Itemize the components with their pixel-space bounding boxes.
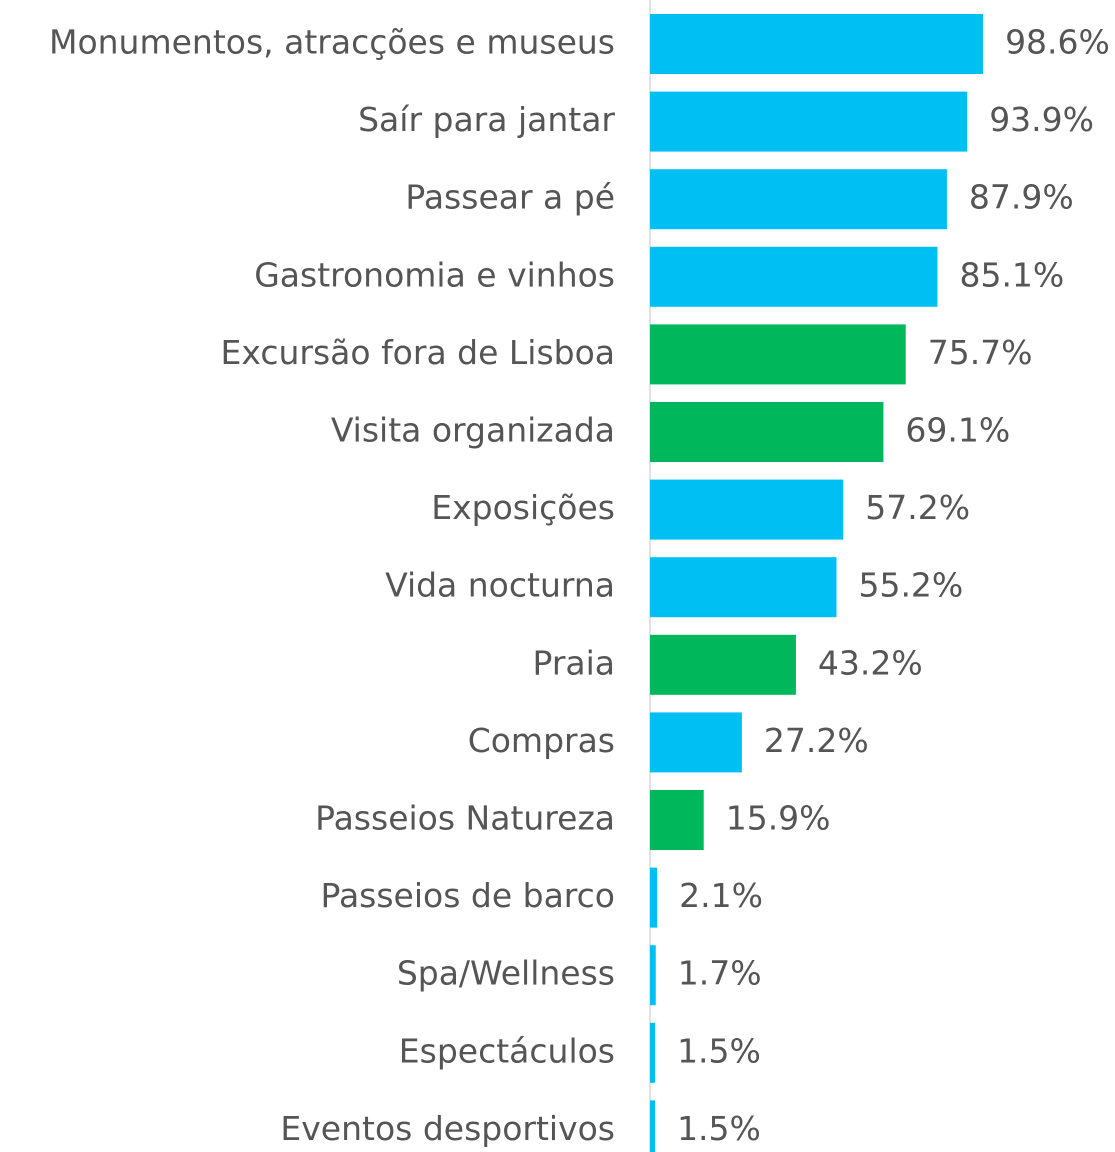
bar: [650, 1100, 656, 1152]
value-label: 98.6%: [1005, 23, 1110, 62]
bar: [650, 557, 837, 618]
bar: [650, 91, 968, 152]
bar: [650, 945, 656, 1006]
bar: [650, 246, 938, 307]
value-label: 69.1%: [905, 411, 1010, 450]
category-label: Passeios de barco: [321, 876, 615, 915]
value-label: 15.9%: [726, 799, 831, 838]
bar: [650, 1022, 656, 1083]
value-label: 1.7%: [678, 954, 762, 993]
category-label: Eventos desportivos: [280, 1109, 615, 1148]
category-label: Exposições: [431, 488, 615, 527]
bar: [650, 634, 796, 695]
category-label: Excursão fora de Lisboa: [221, 333, 615, 372]
bar: [650, 14, 984, 74]
category-label: Passear a pé: [405, 178, 615, 217]
bar: [650, 479, 844, 540]
bar: [650, 712, 742, 773]
value-label: 2.1%: [679, 876, 763, 915]
bar: [650, 790, 704, 850]
category-label: Praia: [533, 643, 616, 682]
value-label: 85.1%: [959, 255, 1064, 294]
category-label: Gastronomia e vinhos: [254, 255, 615, 294]
value-label: 55.2%: [858, 566, 963, 605]
category-label: Saír para jantar: [358, 100, 615, 139]
bar: [650, 324, 906, 385]
category-label: Compras: [468, 721, 615, 760]
value-label: 87.9%: [969, 178, 1074, 217]
bar: [650, 169, 947, 230]
category-label: Vida nocturna: [385, 566, 615, 605]
bar: [650, 867, 658, 928]
category-label: Spa/Wellness: [397, 954, 615, 993]
category-label: Espectáculos: [399, 1031, 615, 1070]
category-label: Visita organizada: [331, 411, 615, 450]
value-label: 1.5%: [677, 1109, 761, 1148]
value-label: 27.2%: [764, 721, 869, 760]
category-label: Passeios Natureza: [315, 799, 615, 838]
bar: [650, 402, 884, 462]
category-label: Monumentos, atracções e museus: [49, 23, 615, 62]
value-label: 93.9%: [989, 100, 1094, 139]
value-label: 1.5%: [677, 1031, 761, 1070]
value-label: 43.2%: [818, 643, 923, 682]
value-label: 57.2%: [865, 488, 970, 527]
value-label: 75.7%: [928, 333, 1033, 372]
